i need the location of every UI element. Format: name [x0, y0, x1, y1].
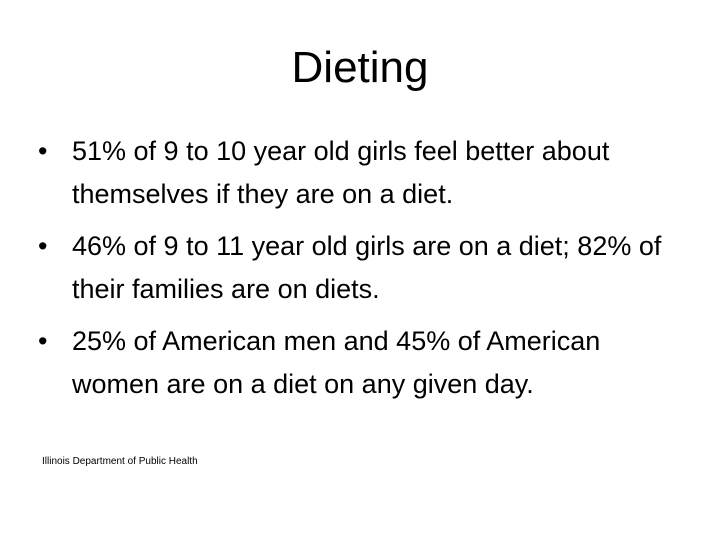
source-note: Illinois Department of Public Health [42, 456, 198, 467]
bullet: 46% of 9 to 11 year old girls are on a d… [36, 225, 686, 311]
bullet-list: 51% of 9 to 10 year old girls feel bette… [36, 130, 686, 415]
bullet: 25% of American men and 45% of American … [36, 320, 686, 406]
bullet: 51% of 9 to 10 year old girls feel bette… [36, 130, 686, 216]
slide-title: Dieting [291, 43, 429, 92]
